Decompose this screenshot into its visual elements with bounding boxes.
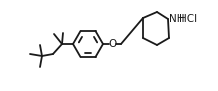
Text: HCl: HCl bbox=[179, 14, 197, 24]
Text: NH: NH bbox=[169, 14, 184, 24]
Text: O: O bbox=[108, 39, 116, 49]
